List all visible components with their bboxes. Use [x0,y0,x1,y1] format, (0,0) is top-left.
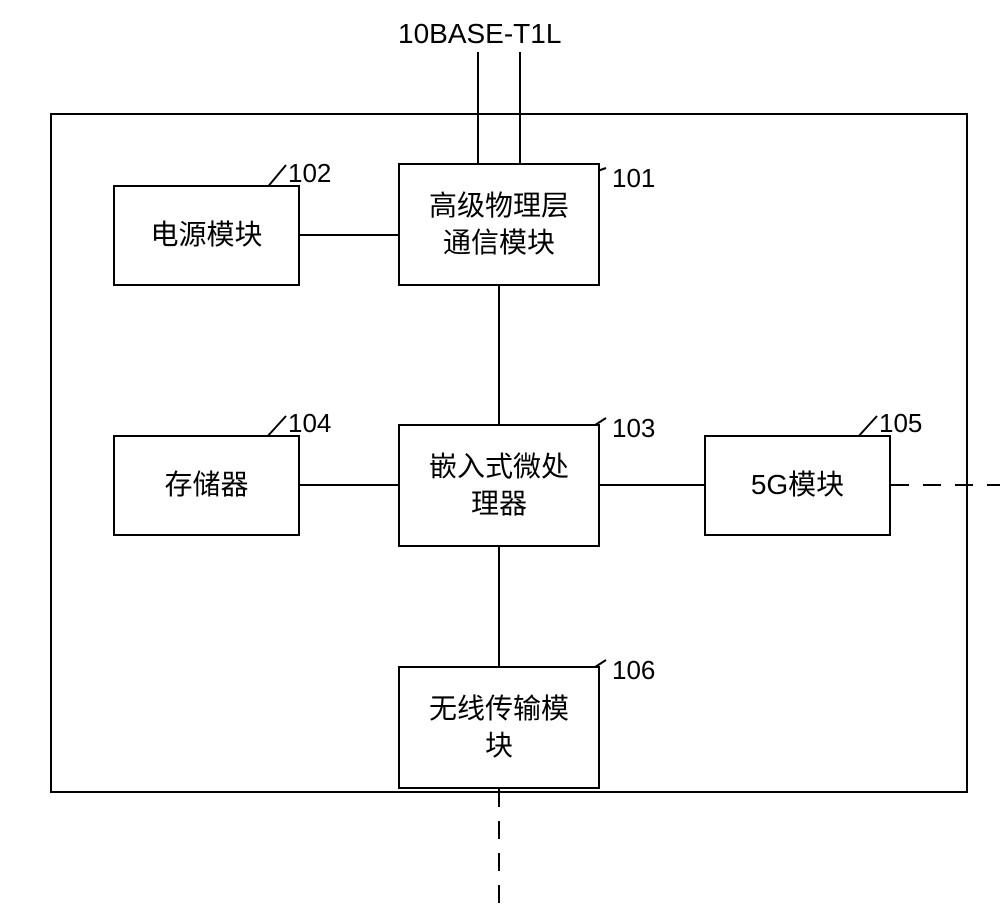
block-102: 电源模块 [113,185,300,286]
block-label: 存储器 [164,467,248,503]
ref-label-105: 105 [879,408,922,439]
block-104: 存储器 [113,435,300,536]
ref-label-101: 101 [612,163,655,194]
block-label: 5G模块 [751,467,844,503]
ref-label-103: 103 [612,413,655,444]
ref-label-104: 104 [288,408,331,439]
ref-label-106: 106 [612,655,655,686]
block-105: 5G模块 [704,435,891,536]
block-101: 高级物理层 通信模块 [398,163,600,286]
block-103: 嵌入式微处 理器 [398,424,600,547]
block-label: 嵌入式微处 理器 [429,449,569,522]
block-label: 无线传输模 块 [429,691,569,764]
block-106: 无线传输模 块 [398,666,600,789]
block-label: 电源模块 [150,217,262,253]
ref-label-102: 102 [288,158,331,189]
external-interface-label: 10BASE-T1L [398,18,561,50]
block-label: 高级物理层 通信模块 [429,188,569,261]
block-diagram: 10BASE-T1L 电源模块 102 高级物理层 通信模块 101 存储器 104 嵌入式… [0,0,1000,906]
